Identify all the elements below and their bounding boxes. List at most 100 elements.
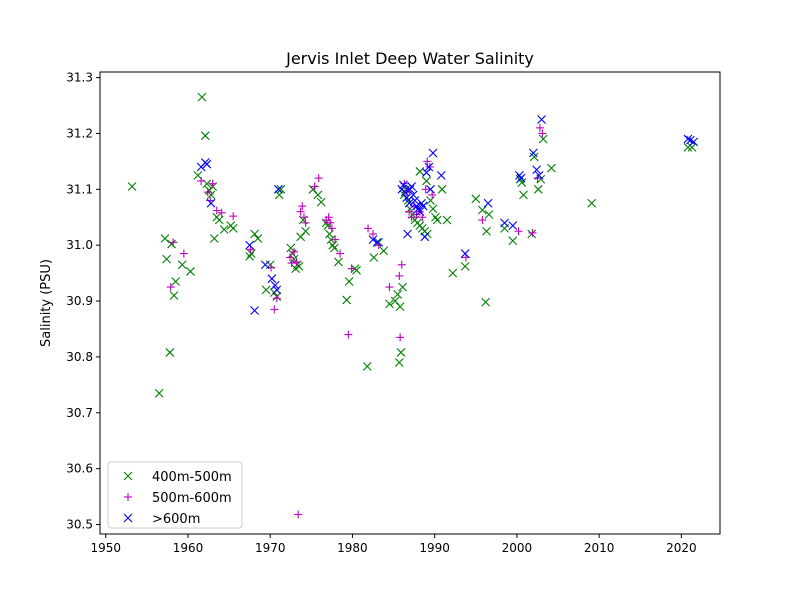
data-point xyxy=(528,148,538,158)
data-point xyxy=(177,260,187,270)
data-point xyxy=(534,170,544,180)
data-point xyxy=(250,306,259,315)
data-point xyxy=(169,291,179,300)
data-point xyxy=(532,165,542,175)
data-point xyxy=(423,157,432,166)
data-point xyxy=(310,182,319,191)
data-point xyxy=(179,249,188,258)
data-point xyxy=(331,235,340,244)
data-point xyxy=(448,268,458,278)
data-point xyxy=(538,134,548,144)
data-point xyxy=(484,210,494,219)
data-point xyxy=(508,221,518,231)
data-point xyxy=(326,218,335,227)
data-point xyxy=(368,235,378,244)
data-point xyxy=(296,207,305,216)
data-point xyxy=(537,115,546,124)
data-point xyxy=(270,305,279,314)
data-point xyxy=(166,283,175,292)
data-point xyxy=(208,179,217,188)
y-tick-label: 30.9 xyxy=(66,294,93,308)
data-point xyxy=(420,232,430,242)
data-point xyxy=(547,163,556,173)
data-point xyxy=(418,201,428,211)
data-point xyxy=(535,123,544,132)
chart-title: Jervis Inlet Deep Water Salinity xyxy=(285,49,534,68)
x-tick-label: 2000 xyxy=(502,541,533,555)
data-point xyxy=(395,302,405,312)
x-tick-label: 1990 xyxy=(419,541,450,555)
data-point xyxy=(410,196,420,205)
y-tick-label: 31.0 xyxy=(66,238,93,252)
data-point xyxy=(514,170,524,180)
plot-frame xyxy=(99,71,721,535)
data-point xyxy=(261,285,271,295)
data-point xyxy=(200,131,210,141)
data-point xyxy=(385,299,394,309)
data-point xyxy=(329,243,339,253)
data-point xyxy=(154,388,164,398)
data-point xyxy=(171,277,181,286)
data-point xyxy=(514,227,523,236)
y-tick-label: 30.7 xyxy=(66,406,93,420)
data-point xyxy=(245,240,255,250)
y-tick-label: 30.8 xyxy=(66,350,93,364)
data-point xyxy=(404,198,414,208)
data-point xyxy=(229,212,238,221)
data-point xyxy=(344,277,354,286)
data-point xyxy=(403,229,412,239)
data-point xyxy=(436,170,446,180)
data-point xyxy=(316,197,326,207)
data-point xyxy=(206,196,215,205)
data-point xyxy=(287,259,296,268)
data-point xyxy=(538,129,547,138)
data-point xyxy=(407,182,417,191)
data-point xyxy=(203,188,212,197)
data-point xyxy=(162,254,171,264)
data-point xyxy=(421,185,430,194)
data-point xyxy=(395,271,404,280)
data-point xyxy=(276,184,286,194)
data-point xyxy=(460,249,470,258)
data-point xyxy=(206,198,216,208)
data-point xyxy=(417,198,426,208)
data-point xyxy=(324,213,333,222)
data-point xyxy=(437,184,447,194)
data-point xyxy=(202,159,212,169)
data-point xyxy=(385,283,394,292)
data-point xyxy=(326,235,336,244)
data-point xyxy=(228,224,238,233)
data-point xyxy=(292,257,301,266)
data-point xyxy=(408,190,418,200)
data-point xyxy=(399,180,408,190)
data-point xyxy=(260,260,270,270)
data-point xyxy=(482,226,491,236)
legend-box xyxy=(107,461,243,529)
data-point xyxy=(415,207,425,217)
data-point xyxy=(372,237,382,247)
data-point xyxy=(412,201,421,211)
x-tick-label: 1970 xyxy=(255,541,286,555)
data-point xyxy=(294,510,303,519)
y-tick-label: 30.5 xyxy=(66,518,93,532)
data-point xyxy=(212,206,221,215)
legend-marker xyxy=(124,493,132,501)
data-point xyxy=(274,190,284,200)
data-point xyxy=(460,262,470,271)
data-point xyxy=(432,215,442,225)
data-point xyxy=(334,257,343,267)
data-point xyxy=(165,348,175,357)
data-point xyxy=(197,176,206,185)
data-point xyxy=(286,243,296,253)
data-point xyxy=(483,198,493,208)
data-point xyxy=(481,297,491,307)
data-point xyxy=(253,234,263,243)
x-tick-label: 2010 xyxy=(584,541,615,555)
data-point xyxy=(424,162,434,172)
data-point xyxy=(313,190,323,200)
data-point xyxy=(471,194,481,204)
data-point xyxy=(431,212,440,222)
plot-points xyxy=(127,92,699,519)
data-point xyxy=(285,253,294,262)
data-point xyxy=(299,213,308,222)
